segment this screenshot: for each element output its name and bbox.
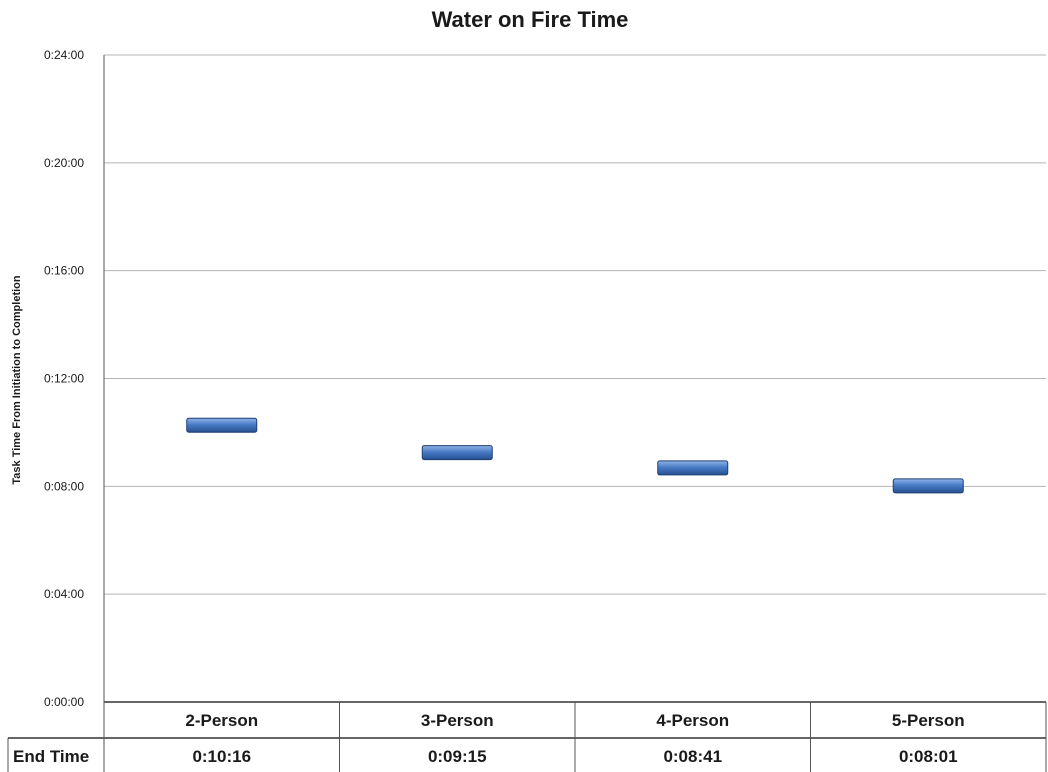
table-row-header: End Time: [13, 747, 89, 766]
data-marker: [421, 445, 493, 461]
y-tick-label: 0:12:00: [44, 372, 84, 386]
gridlines: [104, 54, 1046, 595]
category-label: 3-Person: [421, 711, 494, 730]
table-cell-end-time: 0:09:15: [428, 747, 487, 766]
y-tick-labels: 0:00:00 0:04:00 0:08:00 0:12:00 0:16:00 0:20:…: [44, 48, 84, 709]
chart-title: Water on Fire Time: [432, 7, 629, 32]
table-cell-end-time: 0:08:01: [899, 747, 958, 766]
data-marker: [892, 478, 964, 494]
y-tick-label: 0:20:00: [44, 156, 84, 170]
data-markers: [186, 417, 964, 494]
y-tick-label: 0:00:00: [44, 695, 84, 709]
data-marker: [186, 417, 258, 433]
table-cell-end-time: 0:08:41: [663, 747, 722, 766]
y-tick-label: 0:24:00: [44, 48, 84, 62]
data-marker: [657, 460, 729, 476]
axes: [7, 55, 1047, 772]
y-axis-label: Task Time From Initiation to Completion: [11, 275, 23, 484]
category-label: 2-Person: [185, 711, 258, 730]
y-tick-label: 0:04:00: [44, 587, 84, 601]
category-label: 5-Person: [892, 711, 965, 730]
data-table: End Time 2-Person 0:10:16 3-Person 0:09:15 4…: [13, 711, 965, 766]
table-cell-end-time: 0:10:16: [192, 747, 251, 766]
y-tick-label: 0:08:00: [44, 479, 84, 493]
y-tick-label: 0:16:00: [44, 264, 84, 278]
category-label: 4-Person: [656, 711, 729, 730]
